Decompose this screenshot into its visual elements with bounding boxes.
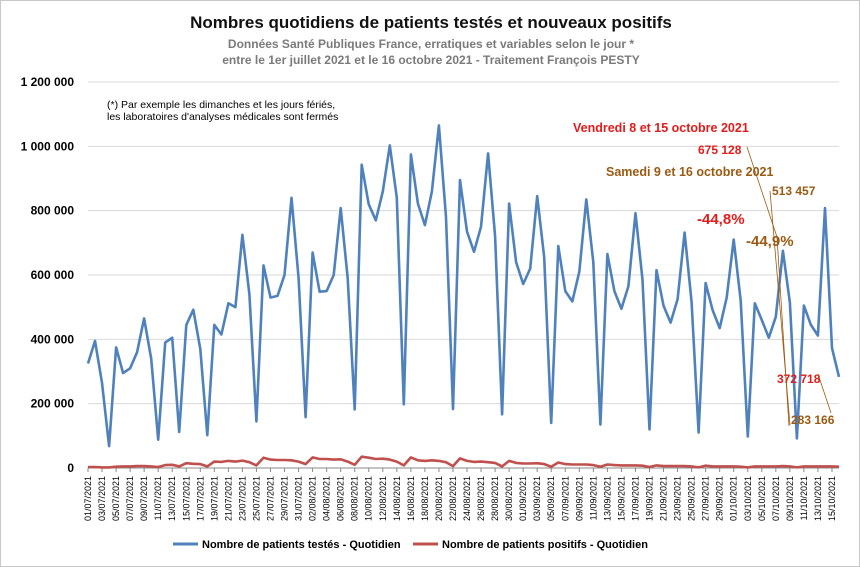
y-tick-label: 600 000	[31, 268, 75, 282]
x-tick-label: 10/08/2021	[364, 476, 374, 521]
x-tick-label: 15/10/2021	[827, 476, 837, 521]
x-tick-label: 24/08/2021	[462, 476, 472, 521]
leader-line-oct15	[817, 373, 832, 414]
label-oct8: 675 128	[698, 143, 742, 157]
x-tick-label: 30/08/2021	[504, 476, 514, 521]
x-tick-label: 20/08/2021	[434, 476, 444, 521]
footnote-1: (*) Par exemple les dimanches et les jou…	[107, 99, 335, 111]
y-tick-label: 1 200 000	[21, 75, 75, 89]
x-tick-label: 09/10/2021	[785, 476, 795, 521]
x-tick-label: 09/09/2021	[574, 476, 584, 521]
x-tick-label: 25/09/2021	[687, 476, 697, 521]
x-tick-label: 21/09/2021	[659, 476, 669, 521]
x-tick-label: 09/07/2021	[139, 476, 149, 521]
x-tick-label: 05/07/2021	[111, 476, 121, 521]
series-line-tested	[86, 124, 841, 448]
x-tick-label: 14/08/2021	[392, 476, 402, 521]
leader-lines	[746, 146, 832, 427]
x-tick-label: 25/07/2021	[251, 476, 261, 521]
series-layer	[86, 124, 841, 469]
chart-subtitle-2: entre le 1er juillet 2021 et le 16 octob…	[222, 53, 640, 67]
x-tick-label: 18/08/2021	[420, 476, 430, 521]
x-tick-label: 19/09/2021	[644, 476, 654, 521]
x-tick-label: 07/10/2021	[771, 476, 781, 521]
x-tick-label: 22/08/2021	[448, 476, 458, 521]
x-tick-label: 17/07/2021	[195, 476, 205, 521]
y-tick-label: 200 000	[31, 397, 75, 411]
x-tick-label: 13/09/2021	[602, 476, 612, 521]
x-tick-label: 04/08/2021	[322, 476, 332, 521]
x-tick-label: 08/08/2021	[350, 476, 360, 521]
x-tick-label: 11/10/2021	[799, 476, 809, 520]
x-tick-label: 31/07/2021	[294, 476, 304, 521]
legend: Nombre de patients testés - Quotidien No…	[173, 539, 648, 551]
x-axis: 01/07/2021 03/07/2021 05/07/2021 07/07/2021…	[83, 468, 837, 521]
x-tick-label: 12/08/2021	[378, 476, 388, 521]
x-tick-label: 07/07/2021	[125, 476, 135, 521]
x-tick-label: 03/09/2021	[532, 476, 542, 521]
x-tick-label: 26/08/2021	[476, 476, 486, 521]
x-tick-label: 15/09/2021	[616, 476, 626, 521]
legend-label-tested: Nombre de patients testés - Quotidien	[202, 539, 401, 551]
x-tick-label: 06/08/2021	[336, 476, 346, 521]
x-tick-label: 07/09/2021	[560, 476, 570, 521]
x-tick-label: 05/10/2021	[757, 476, 767, 521]
x-tick-label: 21/07/2021	[223, 476, 233, 521]
x-tick-label: 01/10/2021	[729, 476, 739, 521]
x-tick-label: 11/09/2021	[588, 476, 598, 520]
x-tick-label: 29/07/2021	[280, 476, 290, 521]
x-tick-label: 13/10/2021	[813, 476, 823, 521]
x-tick-label: 15/07/2021	[181, 476, 191, 521]
y-tick-label: 800 000	[31, 204, 75, 218]
x-tick-label: 03/07/2021	[97, 476, 107, 521]
label-oct9: 513 457	[772, 184, 816, 198]
x-tick-label: 23/09/2021	[673, 476, 683, 521]
annotation-friday-pct: -44,8%	[697, 211, 745, 228]
x-tick-label: 28/08/2021	[490, 476, 500, 521]
annotation-saturday-title: Samedi 9 et 16 octobre 2021	[606, 165, 773, 179]
label-oct15: 372 718	[777, 372, 821, 386]
annotation-saturday-pct: -44,9%	[746, 233, 794, 250]
leader-line-oct9	[769, 190, 791, 426]
chart-subtitle-1: Données Santé Publiques France, erratiqu…	[228, 37, 634, 51]
x-tick-label: 16/08/2021	[406, 476, 416, 521]
y-tick-label: 1 000 000	[21, 139, 75, 153]
footnote-2: les laboratoires d'analyses médicales so…	[107, 111, 338, 123]
x-tick-label: 05/09/2021	[546, 476, 556, 521]
x-tick-label: 01/09/2021	[518, 476, 528, 521]
x-tick-label: 11/07/2021	[153, 476, 163, 520]
x-tick-label: 13/07/2021	[167, 476, 177, 521]
x-tick-label: 02/08/2021	[308, 476, 318, 521]
x-tick-label: 03/10/2021	[743, 476, 753, 521]
x-tick-label: 23/07/2021	[237, 476, 247, 521]
label-oct16: 283 166	[791, 413, 835, 427]
x-tick-label: 27/07/2021	[265, 476, 275, 521]
x-tick-label: 17/09/2021	[630, 476, 640, 521]
chart-title: Nombres quotidiens de patients testés et…	[190, 13, 672, 32]
y-tick-label: 0	[67, 461, 74, 475]
x-tick-label: 01/07/2021	[83, 476, 93, 521]
annotation-friday-title: Vendredi 8 et 15 octobre 2021	[573, 121, 749, 135]
x-tick-label: 27/09/2021	[701, 476, 711, 521]
y-axis: 0 200 000 400 000 600 000 800 000 1 000 000 1 …	[21, 75, 75, 475]
y-tick-label: 400 000	[31, 332, 75, 346]
x-tick-label: 19/07/2021	[209, 476, 219, 521]
grid	[88, 81, 839, 469]
legend-label-positive: Nombre de patients positifs - Quotidien	[442, 539, 648, 551]
series-line-positive	[88, 455, 840, 469]
x-tick-label: 29/09/2021	[715, 476, 725, 521]
